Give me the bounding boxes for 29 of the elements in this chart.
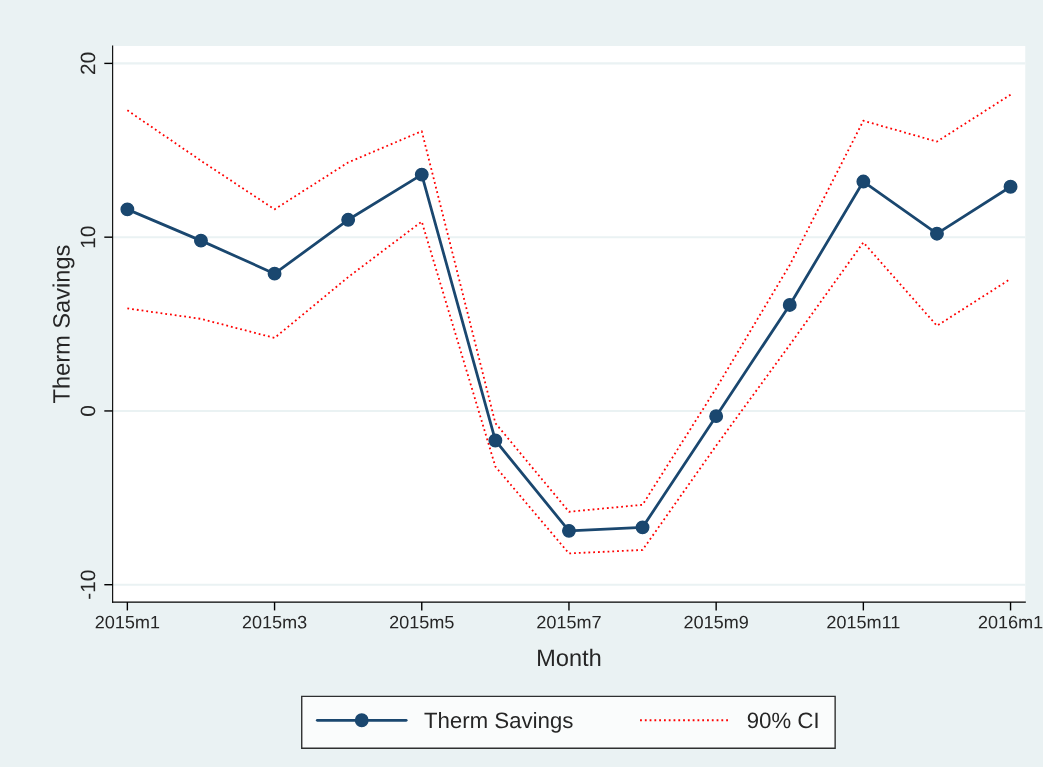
x-tick-label: 2015m3: [242, 615, 307, 629]
point: [709, 409, 724, 424]
point: [635, 520, 650, 535]
point: [782, 297, 797, 312]
point: [930, 226, 944, 241]
x-tick-label: 2015m9: [684, 615, 748, 629]
y-tick-label: -10: [80, 570, 96, 599]
point: [562, 523, 576, 538]
legend-label: 90% CI: [747, 712, 818, 729]
point: [856, 174, 871, 189]
point: [341, 212, 356, 227]
point: [267, 266, 282, 281]
point: [1003, 179, 1018, 194]
x-tick-label: 2015m11: [827, 615, 900, 629]
point: [488, 433, 503, 448]
x-axis-title: Month: [538, 648, 601, 667]
y-tick-label: 0: [80, 405, 96, 416]
x-tick-label: 2015m7: [537, 615, 601, 629]
y-tick-label: 10: [80, 226, 96, 248]
x-tick-label: 2015m5: [390, 615, 454, 629]
y-tick-label: 20: [80, 52, 96, 74]
point: [414, 167, 429, 182]
x-tick-label: 2016m1: [978, 615, 1043, 629]
x-tick-label: 2015m1: [95, 615, 160, 629]
point: [194, 233, 208, 248]
y-axis-title: Therm Savings: [52, 245, 75, 403]
point: [120, 202, 135, 217]
legend-label: Therm Savings: [424, 711, 573, 733]
line-series: [126, 93, 1012, 513]
